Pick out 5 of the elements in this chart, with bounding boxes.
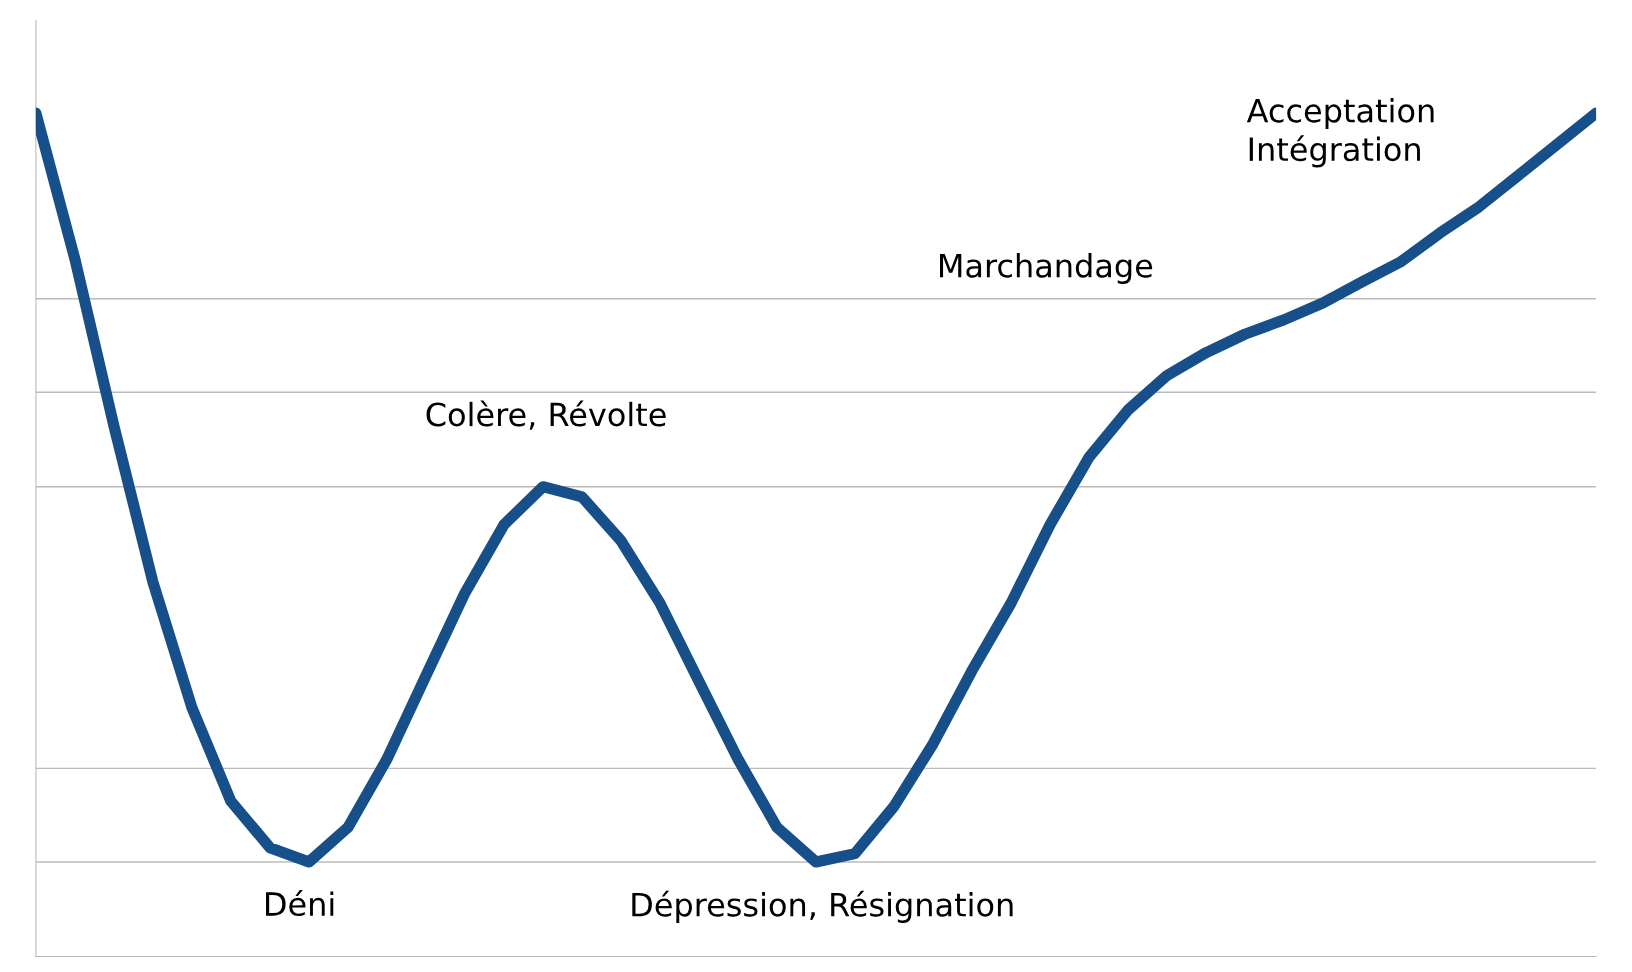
annotation: Dépression, Résignation [632, 890, 1013, 923]
annotation: Acceptation Intégration [1246, 97, 1434, 168]
annotation: Déni [266, 890, 334, 917]
annotation: Colère, Révolte [426, 400, 666, 430]
annotation: Marchandage [940, 253, 1153, 284]
